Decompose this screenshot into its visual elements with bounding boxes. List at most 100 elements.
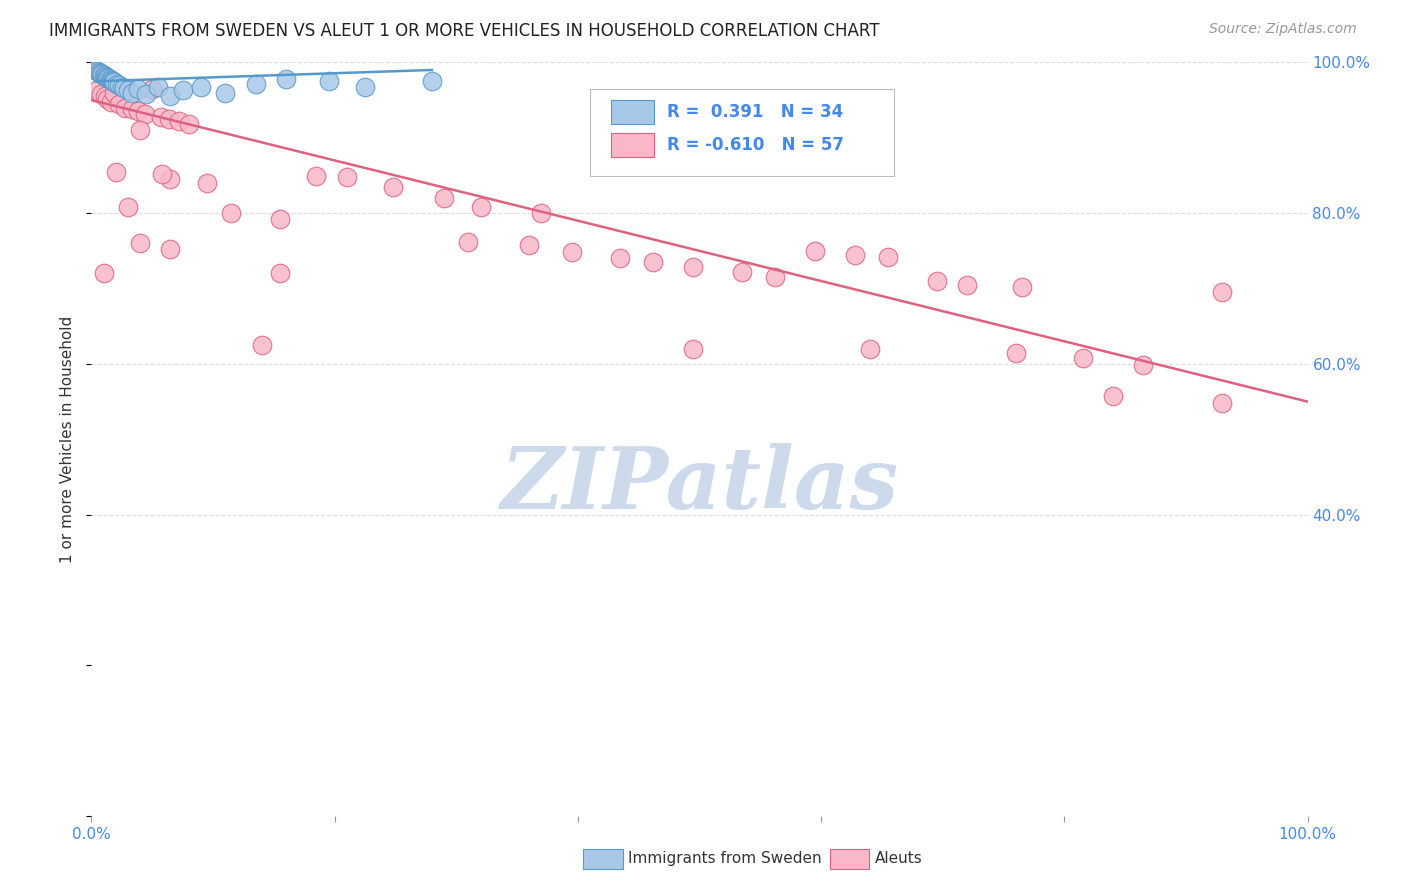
Point — [643, 255, 665, 269]
Text: ZIPatlas: ZIPatlas — [501, 442, 898, 526]
Point — [354, 79, 377, 94]
Point — [167, 114, 190, 128]
Point — [91, 68, 114, 82]
Point — [103, 75, 125, 89]
Text: R = -0.610   N = 57: R = -0.610 N = 57 — [666, 136, 844, 154]
Point — [274, 72, 297, 87]
Point — [112, 81, 135, 95]
Point — [134, 106, 156, 120]
Point — [96, 70, 118, 85]
Point — [250, 338, 273, 352]
Text: Immigrants from Sweden: Immigrants from Sweden — [628, 852, 823, 866]
Point — [844, 247, 866, 261]
Point — [609, 252, 631, 266]
Point — [1011, 280, 1033, 294]
Point — [127, 82, 149, 96]
Point — [94, 70, 117, 84]
Point — [86, 64, 108, 78]
Point — [100, 72, 122, 87]
Point — [731, 265, 754, 279]
Point — [859, 342, 882, 356]
Point — [117, 200, 139, 214]
Point — [93, 267, 115, 281]
Point — [108, 96, 131, 111]
Point — [682, 342, 704, 356]
Point — [127, 104, 149, 119]
Point — [111, 79, 134, 94]
Point — [101, 73, 124, 87]
FancyBboxPatch shape — [591, 89, 894, 176]
Point — [1004, 345, 1026, 359]
Point — [382, 179, 405, 194]
Point — [105, 77, 128, 91]
Point — [804, 244, 827, 258]
Point — [214, 86, 236, 100]
Point — [305, 169, 328, 183]
Point — [177, 117, 200, 131]
Point — [172, 83, 194, 97]
Point — [159, 89, 181, 103]
Point — [103, 74, 125, 88]
Point — [93, 68, 115, 82]
Point — [121, 86, 143, 100]
Point — [470, 200, 492, 214]
Point — [190, 79, 212, 94]
Point — [925, 274, 948, 288]
Point — [104, 165, 127, 179]
Point — [90, 67, 112, 81]
Y-axis label: 1 or more Vehicles in Household: 1 or more Vehicles in Household — [60, 316, 76, 563]
Point — [103, 86, 125, 100]
Point — [245, 77, 267, 91]
Point — [336, 169, 359, 184]
Point — [86, 83, 108, 97]
Point — [956, 277, 979, 292]
Point — [530, 206, 553, 220]
Point — [98, 72, 121, 87]
Point — [877, 250, 900, 264]
Bar — [610, 100, 654, 124]
Point — [219, 206, 242, 220]
Point — [97, 71, 120, 86]
Point — [94, 89, 117, 103]
Point — [159, 243, 181, 257]
Point — [117, 83, 139, 97]
Point — [433, 191, 456, 205]
Point — [89, 66, 111, 80]
Point — [195, 176, 218, 190]
Point — [114, 101, 136, 115]
Point — [100, 95, 122, 109]
Point — [149, 110, 172, 124]
Point — [90, 87, 112, 101]
Point — [1071, 351, 1094, 365]
Point — [129, 123, 152, 137]
Point — [96, 92, 118, 106]
Bar — [610, 133, 654, 157]
Point — [318, 74, 340, 88]
Text: R =  0.391   N = 34: R = 0.391 N = 34 — [666, 103, 844, 121]
Text: Aleuts: Aleuts — [875, 852, 922, 866]
Point — [269, 212, 291, 227]
Point — [150, 167, 173, 181]
Point — [1211, 396, 1233, 410]
Point — [157, 112, 180, 126]
Point — [84, 62, 107, 77]
Point — [108, 78, 131, 92]
Point — [148, 79, 170, 94]
Point — [159, 172, 181, 186]
Point — [1211, 285, 1233, 300]
Point — [561, 245, 583, 260]
Point — [269, 267, 291, 281]
Point — [121, 102, 143, 116]
Point — [135, 87, 157, 101]
Point — [94, 69, 117, 83]
Point — [1102, 388, 1125, 402]
Text: Source: ZipAtlas.com: Source: ZipAtlas.com — [1209, 22, 1357, 37]
Point — [517, 237, 540, 252]
Point — [87, 65, 110, 79]
Point — [457, 235, 479, 249]
Point — [420, 74, 443, 88]
Point — [1132, 359, 1154, 373]
Point — [682, 260, 704, 275]
Point — [763, 270, 786, 285]
Text: IMMIGRANTS FROM SWEDEN VS ALEUT 1 OR MORE VEHICLES IN HOUSEHOLD CORRELATION CHAR: IMMIGRANTS FROM SWEDEN VS ALEUT 1 OR MOR… — [49, 22, 880, 40]
